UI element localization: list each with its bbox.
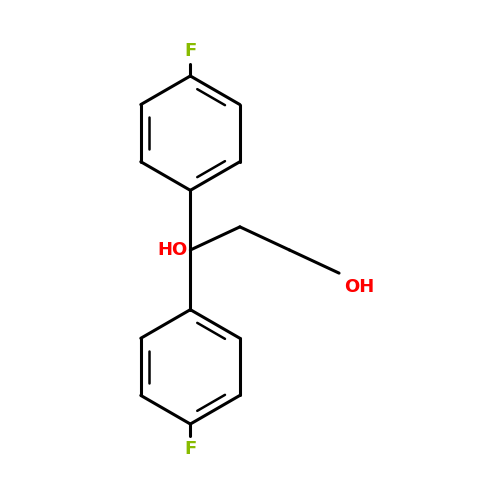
Text: HO: HO <box>158 241 188 259</box>
Text: F: F <box>184 440 196 458</box>
Text: OH: OH <box>344 278 374 296</box>
Text: F: F <box>184 42 196 60</box>
